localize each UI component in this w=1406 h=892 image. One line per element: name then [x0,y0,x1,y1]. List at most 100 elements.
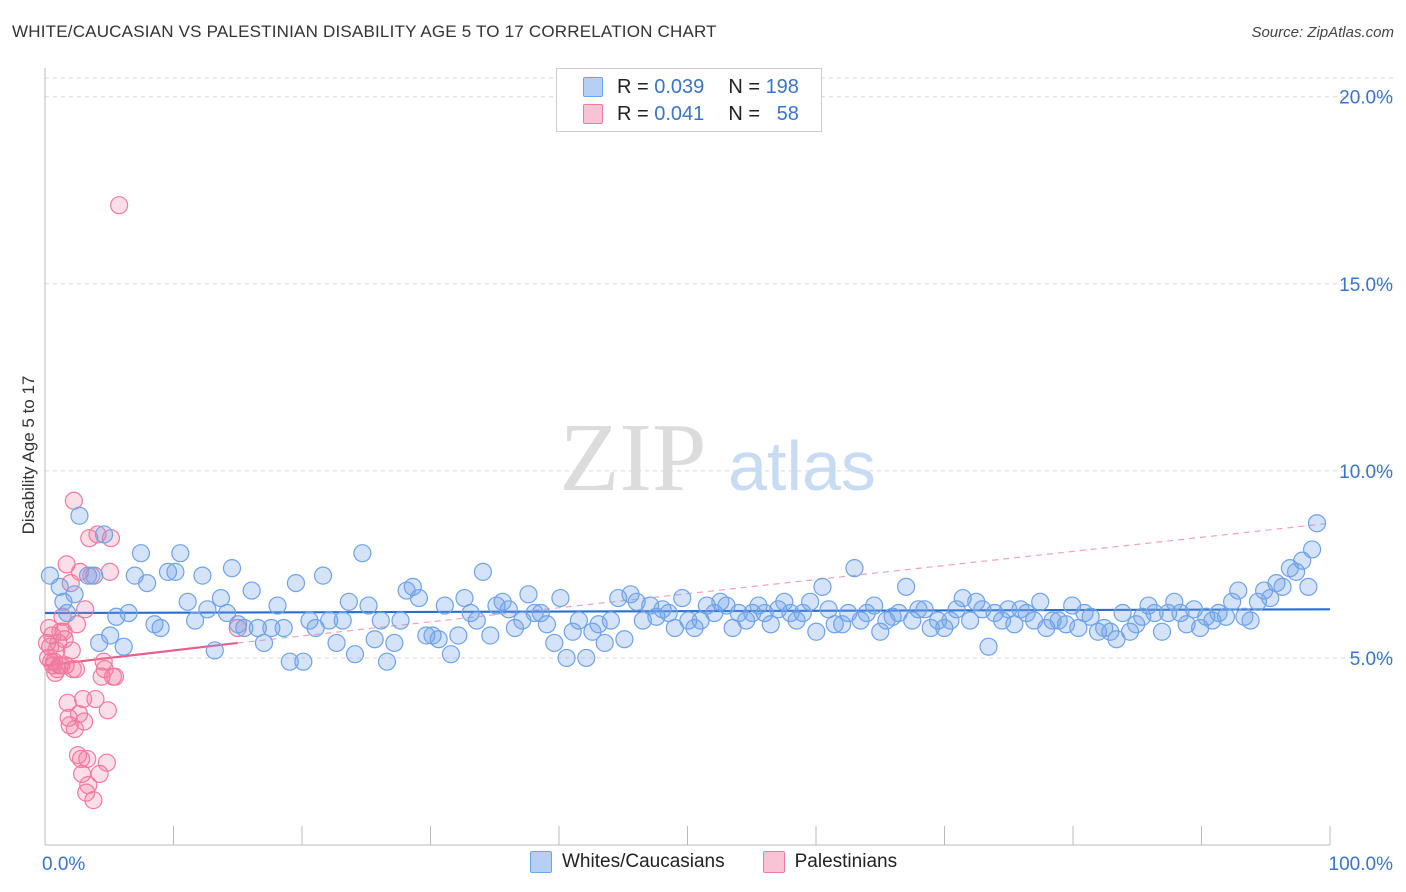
data-point-white [403,577,422,596]
data-point-white [114,637,133,656]
data-point-white [320,611,339,630]
data-point-white [1299,577,1318,596]
data-point-palestinian [98,701,117,720]
legend-item-palestinians[interactable]: Palestinians [762,851,898,873]
data-point-white [449,626,468,645]
palestinian-points [37,196,247,810]
data-point-white [519,585,538,604]
data-point-white [1307,514,1327,533]
data-point-white [1043,611,1062,630]
watermark-zip: ZIP [560,404,707,512]
data-point-white [217,603,237,623]
data-point-palestinian [66,660,86,679]
data-point-white [857,603,876,623]
data-point-white [697,596,716,615]
data-point-white [493,592,512,611]
y-axis-label: Disability Age 5 to 17 [19,376,38,535]
data-point-white [178,592,197,611]
data-point-palestinian [77,783,96,802]
x-tick-label: 100.0% [1329,854,1394,875]
data-point-palestinian [62,641,81,660]
data-point-white [1120,622,1140,641]
data-point-white [1127,615,1146,634]
data-point-white [435,596,454,615]
data-point-white [627,592,646,611]
data-point-white [222,559,242,578]
data-point-white [825,615,844,634]
y-tick-label: 5.0% [1350,649,1393,670]
data-point-white [377,652,397,671]
data-point-white [557,648,576,668]
data-point-palestinian [84,791,103,810]
data-point-white [481,626,500,645]
n-value: 198 [765,75,799,98]
data-point-white [1273,577,1292,596]
data-point-white [577,648,596,668]
data-point-white [242,581,261,600]
data-point-white [737,611,756,630]
data-point-white [960,611,980,630]
correlation-legend: R = 0.039 N = 198 R = 0.041 N = 58 [556,68,822,132]
data-point-white [505,618,525,638]
legend-row-palestinians: R = 0.041 N = 58 [583,102,799,126]
data-point-white [1171,603,1190,623]
data-point-white [1159,603,1178,623]
data-point-white [151,618,170,638]
data-point-white [551,588,570,608]
data-point-white [903,611,922,630]
data-point-white [601,611,620,630]
data-point-white [262,618,281,638]
data-point-white [327,633,346,653]
data-point-white [985,603,1004,623]
legend-swatch-blue [583,77,603,97]
legend-swatch-blue [530,851,552,873]
data-point-white [78,566,98,585]
data-point-white [813,577,832,596]
data-point-palestinian [74,689,93,709]
data-point-white [254,633,274,653]
data-point-white [101,626,120,645]
data-point-white [119,603,138,623]
data-point-white [755,603,774,623]
r-label: R = [617,75,649,98]
data-point-white [359,596,378,615]
r-value: 0.039 [654,75,705,98]
data-point-white [85,566,104,585]
data-point-white [286,573,306,593]
data-point-white [268,596,287,615]
data-point-white [185,611,205,630]
data-point-white [929,611,948,630]
r-label: R = [617,102,649,125]
data-point-white [467,611,486,630]
grid-lines [45,77,1395,659]
data-point-palestinian [90,764,109,784]
data-point-white [473,562,493,581]
data-point-white [365,630,384,649]
data-point-palestinian [100,562,119,581]
y-tick-label: 15.0% [1339,275,1393,296]
data-point-white [1286,562,1306,581]
data-point-white [50,577,69,596]
data-point-palestinian [94,652,113,671]
data-point-white [429,630,448,649]
data-point-white [294,652,313,671]
data-point-white [300,611,319,630]
data-point-white [235,618,254,638]
data-point-white [339,592,358,611]
data-point-palestinian [88,525,107,544]
data-point-white [353,544,372,563]
white-trend-line [44,608,1331,615]
data-point-white [70,506,89,525]
series-legend: Whites/Caucasians Palestinians [530,851,935,873]
data-point-white [1152,622,1172,641]
data-point-white [851,611,870,630]
legend-item-whites[interactable]: Whites/Caucasians [530,851,725,873]
data-point-white [345,645,365,664]
data-point-white [1229,581,1248,600]
data-point-palestinian [76,600,95,619]
data-point-white [749,596,768,615]
legend-label: Palestinians [794,851,898,872]
n-value: 58 [776,102,799,125]
data-point-white [1139,596,1158,615]
data-point-white [1081,607,1100,626]
